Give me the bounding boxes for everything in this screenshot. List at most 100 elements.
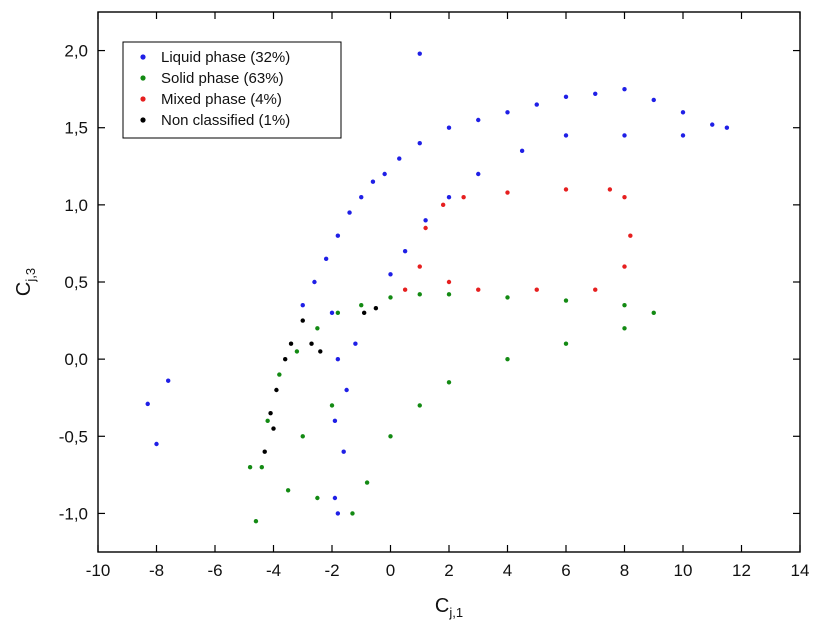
legend-marker [140, 96, 146, 102]
x-tick-label: -10 [86, 561, 111, 580]
data-point [364, 480, 370, 485]
legend-label: Solid phase (63%) [161, 70, 284, 87]
data-point [505, 356, 510, 362]
data-point [300, 434, 305, 439]
data-point [332, 418, 338, 424]
data-point [417, 140, 422, 146]
data-point [262, 449, 267, 454]
data-point [388, 295, 393, 300]
data-point [417, 403, 422, 408]
data-point [318, 349, 323, 354]
data-point [519, 148, 525, 154]
data-point [446, 194, 452, 200]
y-tick-label: 1,5 [64, 119, 88, 138]
data-point [300, 302, 305, 308]
data-point [154, 441, 159, 447]
data-point [563, 187, 569, 192]
data-point [440, 202, 446, 208]
data-point [461, 194, 466, 200]
data-point [288, 341, 294, 346]
legend-label: Mixed phase (4%) [161, 91, 282, 108]
data-point [476, 171, 481, 177]
data-point [335, 511, 341, 516]
legend-marker [140, 117, 146, 123]
axis-ticks: -10 -8 -6 -4 -2 0 2 4 6 8 10 12 14 -1,0 -0,5 0,0 0,5 1,0 1… [59, 12, 810, 580]
y-axis-title-main: C [13, 282, 35, 296]
data-point [476, 287, 481, 292]
data-point [710, 122, 715, 127]
data-point [628, 233, 633, 238]
data-point [476, 117, 481, 123]
data-point [423, 225, 428, 231]
y-tick-label: 2,0 [64, 42, 88, 61]
x-tick-label: 0 [386, 561, 395, 580]
data-point [593, 91, 598, 96]
data-point [274, 387, 279, 393]
data-point [505, 295, 510, 300]
data-point [563, 133, 569, 138]
data-point [446, 125, 452, 130]
data-point [417, 292, 422, 297]
data-point [370, 179, 376, 184]
data-point [359, 194, 364, 200]
data-point [593, 287, 598, 292]
data-point [505, 110, 510, 115]
data-point [373, 306, 379, 311]
data-point [622, 302, 627, 308]
data-point [344, 387, 349, 393]
data-point [534, 287, 539, 292]
data-point [347, 210, 352, 215]
data-point [335, 310, 341, 316]
data-point [563, 94, 569, 100]
data-point [166, 378, 171, 383]
data-point [446, 380, 452, 385]
y-axis-title: Cj,3 [13, 268, 38, 296]
data-point [622, 264, 627, 269]
x-axis-title-main: C [435, 595, 449, 617]
x-tick-label: -4 [266, 561, 281, 580]
data-point [145, 401, 150, 407]
legend-label: Non classified (1%) [161, 112, 290, 129]
data-point [446, 292, 452, 297]
series-2 [247, 292, 656, 524]
data-point [417, 264, 422, 269]
data-point [563, 341, 569, 346]
data-point [329, 403, 335, 408]
data-point [423, 218, 428, 223]
data-point [622, 194, 627, 200]
x-tick-label: -2 [324, 561, 339, 580]
y-tick-label: 0,0 [64, 350, 88, 369]
data-point [277, 372, 282, 377]
x-tick-label: -6 [207, 561, 222, 580]
data-point [402, 248, 408, 254]
x-tick-label: 6 [561, 561, 570, 580]
x-tick-label: 14 [791, 561, 810, 580]
x-tick-label: -8 [149, 561, 164, 580]
data-point [329, 310, 335, 316]
data-point [724, 125, 730, 130]
data-point [265, 418, 270, 424]
series-4 [262, 306, 379, 454]
y-tick-label: 1,0 [64, 196, 88, 215]
x-tick-label: 8 [620, 561, 629, 580]
data-point [622, 86, 627, 92]
legend-box [122, 41, 342, 139]
data-point [622, 326, 627, 331]
x-tick-label: 4 [503, 561, 512, 580]
data-point [402, 287, 408, 292]
data-point [680, 133, 686, 138]
x-axis-title-sub: j,1 [448, 605, 463, 620]
data-point [446, 279, 452, 285]
data-point [309, 341, 314, 346]
data-point [534, 102, 539, 107]
data-point [271, 426, 276, 431]
data-point [361, 310, 367, 316]
data-point [607, 187, 613, 192]
data-point [323, 256, 329, 262]
x-tick-label: 2 [444, 561, 453, 580]
data-point [397, 156, 402, 161]
x-axis-title: Cj,1 [435, 595, 463, 620]
data-point [388, 272, 393, 277]
data-point [622, 133, 627, 138]
data-points [145, 51, 730, 524]
